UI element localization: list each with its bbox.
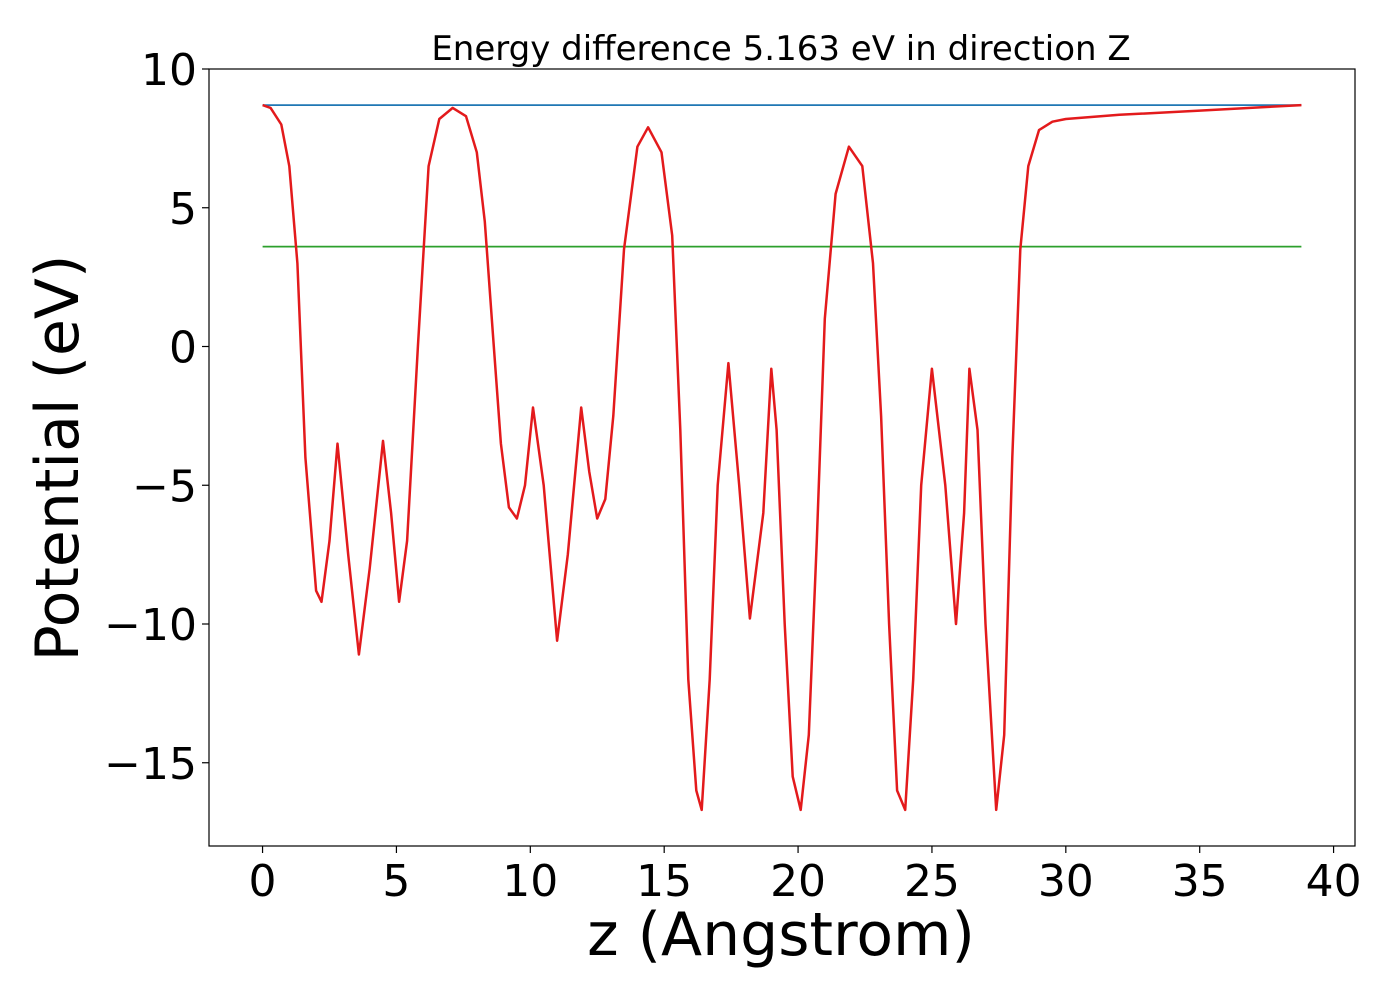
x-tick-label: 35 <box>1172 856 1228 907</box>
x-axis-label: z (Angstrom) <box>587 900 975 970</box>
series-layer <box>262 103 1302 812</box>
chart-title: Energy difference 5.163 eV in direction … <box>431 29 1130 69</box>
x-tick-label: 10 <box>502 856 558 907</box>
y-tick-label: −5 <box>132 461 197 512</box>
y-axis-label: Potential (eV) <box>23 255 93 662</box>
x-tick-label: 30 <box>1038 856 1094 907</box>
x-tick-label: 5 <box>382 856 410 907</box>
x-tick-label: 20 <box>770 856 826 907</box>
y-tick-label: −15 <box>104 739 197 790</box>
series-line-2 <box>262 103 1302 812</box>
plot-frame <box>208 68 1356 847</box>
y-tick-label: 10 <box>141 45 197 96</box>
y-tick-label: 5 <box>169 184 197 235</box>
x-tick-label: 0 <box>249 856 277 907</box>
x-axis: 0 5 10 15 20 25 30 35 40 <box>249 846 1362 907</box>
y-tick-label: 0 <box>169 323 197 374</box>
x-tick-label: 40 <box>1306 856 1362 907</box>
y-axis: 10 5 0 −5 −10 −15 <box>104 45 209 790</box>
y-tick-label: −10 <box>104 600 197 651</box>
x-tick-label: 25 <box>904 856 960 907</box>
x-tick-label: 15 <box>636 856 692 907</box>
